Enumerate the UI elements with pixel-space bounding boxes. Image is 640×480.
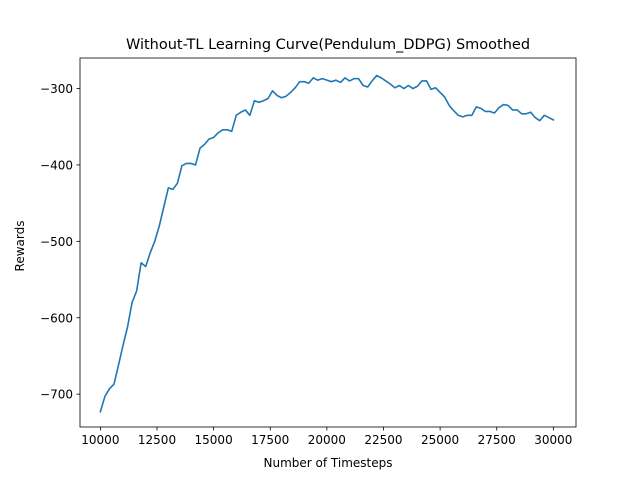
x-tick-label: 20000 xyxy=(308,433,346,447)
axes-frame xyxy=(79,57,577,428)
y-tick-label: −500 xyxy=(40,235,73,249)
y-axis-ticks: −700 −600 −500 −400 −300 xyxy=(40,82,80,402)
x-axis-ticks: 10000 12500 15000 17500 20000 22500 25000 27500… xyxy=(81,427,572,447)
y-tick-label: −600 xyxy=(40,311,73,325)
x-tick-label: 12500 xyxy=(138,433,176,447)
x-axis-label: Number of Timesteps xyxy=(264,456,393,470)
y-tick-label: −300 xyxy=(40,82,73,96)
x-tick-label: 30000 xyxy=(534,433,572,447)
series-line xyxy=(99,74,555,413)
y-axis-label: Rewards xyxy=(13,221,27,272)
x-tick-label: 17500 xyxy=(251,433,289,447)
x-tick-label: 15000 xyxy=(195,433,233,447)
x-tick-label: 22500 xyxy=(364,433,402,447)
y-tick-label: −400 xyxy=(40,158,73,172)
chart-title: Without-TL Learning Curve(Pendulum_DDPG)… xyxy=(126,37,530,53)
x-tick-label: 10000 xyxy=(81,433,119,447)
series-layer xyxy=(99,74,555,413)
y-tick-label: −700 xyxy=(40,388,73,402)
x-tick-label: 25000 xyxy=(421,433,459,447)
x-tick-label: 27500 xyxy=(478,433,516,447)
